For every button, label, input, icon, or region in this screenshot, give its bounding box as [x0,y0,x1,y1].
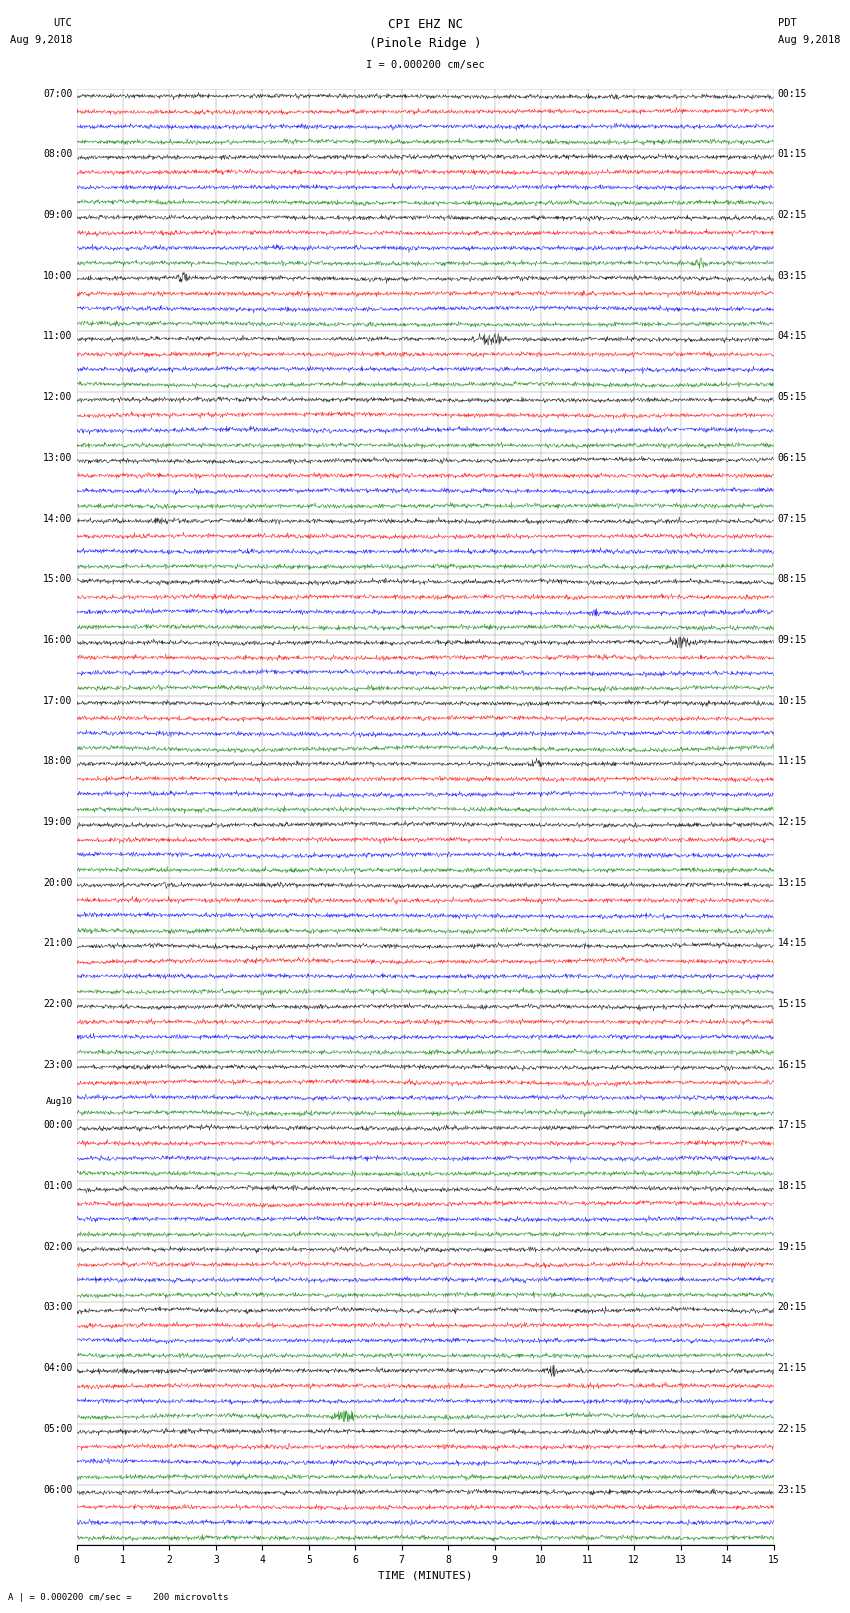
Text: 08:15: 08:15 [778,574,807,584]
Text: 10:15: 10:15 [778,695,807,705]
Text: CPI EHZ NC: CPI EHZ NC [388,18,462,31]
Text: 12:15: 12:15 [778,818,807,827]
Text: 17:00: 17:00 [42,695,72,705]
Text: 12:00: 12:00 [42,392,72,402]
Text: 00:15: 00:15 [778,89,807,98]
Text: 06:15: 06:15 [778,453,807,463]
Text: 13:00: 13:00 [42,453,72,463]
Text: 22:15: 22:15 [778,1424,807,1434]
Text: 14:00: 14:00 [42,513,72,524]
Text: 01:15: 01:15 [778,150,807,160]
Text: 15:15: 15:15 [778,998,807,1010]
Text: 04:00: 04:00 [42,1363,72,1373]
Text: A | = 0.000200 cm/sec =    200 microvolts: A | = 0.000200 cm/sec = 200 microvolts [8,1592,229,1602]
Text: Aug 9,2018: Aug 9,2018 [9,35,72,45]
Text: 15:00: 15:00 [42,574,72,584]
Text: 16:15: 16:15 [778,1060,807,1069]
Text: 10:00: 10:00 [42,271,72,281]
Text: 14:15: 14:15 [778,939,807,948]
Text: 23:15: 23:15 [778,1484,807,1495]
Text: 23:00: 23:00 [42,1060,72,1069]
Text: 18:15: 18:15 [778,1181,807,1190]
Text: 05:15: 05:15 [778,392,807,402]
Text: 02:15: 02:15 [778,210,807,219]
Text: Aug10: Aug10 [45,1097,72,1107]
Text: 20:00: 20:00 [42,877,72,887]
Text: 07:00: 07:00 [42,89,72,98]
Text: Aug 9,2018: Aug 9,2018 [778,35,841,45]
Text: 21:15: 21:15 [778,1363,807,1373]
Text: PDT: PDT [778,18,796,27]
Text: 00:00: 00:00 [42,1121,72,1131]
Text: 09:15: 09:15 [778,636,807,645]
Text: (Pinole Ridge ): (Pinole Ridge ) [369,37,481,50]
Text: 04:15: 04:15 [778,332,807,342]
Text: 03:00: 03:00 [42,1303,72,1313]
Text: 16:00: 16:00 [42,636,72,645]
Text: 02:00: 02:00 [42,1242,72,1252]
X-axis label: TIME (MINUTES): TIME (MINUTES) [377,1571,473,1581]
Text: UTC: UTC [54,18,72,27]
Text: 13:15: 13:15 [778,877,807,887]
Text: 11:00: 11:00 [42,332,72,342]
Text: 17:15: 17:15 [778,1121,807,1131]
Text: 09:00: 09:00 [42,210,72,219]
Text: 07:15: 07:15 [778,513,807,524]
Text: 06:00: 06:00 [42,1484,72,1495]
Text: 20:15: 20:15 [778,1303,807,1313]
Text: 01:00: 01:00 [42,1181,72,1190]
Text: 19:00: 19:00 [42,818,72,827]
Text: 03:15: 03:15 [778,271,807,281]
Text: 11:15: 11:15 [778,756,807,766]
Text: 21:00: 21:00 [42,939,72,948]
Text: 19:15: 19:15 [778,1242,807,1252]
Text: 18:00: 18:00 [42,756,72,766]
Text: 05:00: 05:00 [42,1424,72,1434]
Text: I = 0.000200 cm/sec: I = 0.000200 cm/sec [366,60,484,69]
Text: 08:00: 08:00 [42,150,72,160]
Text: 22:00: 22:00 [42,998,72,1010]
